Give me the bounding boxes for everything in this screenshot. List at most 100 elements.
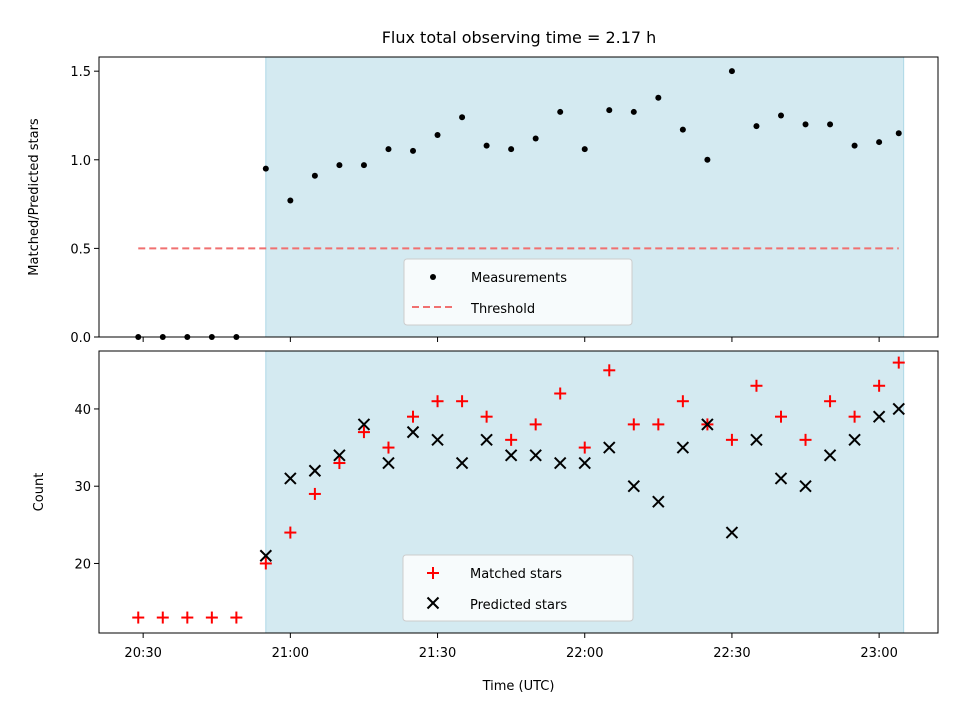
predicted-star-point bbox=[259, 549, 273, 562]
bottom-legend: Matched stars Predicted stars bbox=[402, 554, 634, 622]
legend-threshold-label: Threshold bbox=[470, 302, 535, 317]
matched-star-point bbox=[259, 557, 272, 570]
predicted-star-point-b bbox=[284, 472, 297, 485]
matched-star-point bbox=[627, 418, 640, 431]
bottom-panel: 20 30 40 20:30 21:00 21:30 22:00 22:30 23:00 Co… bbox=[32, 350, 939, 694]
predicted-star-point-b bbox=[652, 495, 665, 508]
predicted-star-point-b bbox=[308, 464, 322, 477]
x-tick-label: 22:00 bbox=[566, 646, 603, 661]
measurement-point bbox=[895, 130, 902, 137]
measurement-point bbox=[606, 107, 613, 114]
legend-predicted-glyph-b bbox=[426, 596, 440, 610]
predicted-star-point-b bbox=[627, 479, 641, 493]
predicted-star-point-b bbox=[578, 456, 591, 470]
predicted-star-point bbox=[382, 456, 395, 470]
matched-star-point bbox=[603, 364, 616, 377]
predicted-star-point bbox=[799, 479, 812, 493]
legend-predicted-glyph bbox=[426, 596, 440, 610]
x-tick-label: 21:00 bbox=[272, 646, 309, 661]
matched-star-point bbox=[873, 379, 886, 392]
top-legend-box bbox=[403, 258, 633, 326]
predicted-star-point-b bbox=[259, 549, 273, 562]
matched-star-point bbox=[357, 426, 370, 439]
predicted-star-point bbox=[357, 418, 371, 431]
predicted-star-point bbox=[872, 410, 886, 423]
matched-star-point bbox=[456, 395, 469, 408]
measurement-point bbox=[827, 121, 834, 128]
y-tick-label: 0.5 bbox=[70, 242, 91, 257]
predicted-star-point bbox=[284, 472, 297, 485]
matched-star-point bbox=[132, 611, 145, 624]
predicted-star-point bbox=[406, 425, 420, 439]
matched-star-point bbox=[578, 441, 591, 454]
predicted-star-point-b bbox=[750, 433, 763, 447]
measurement-point bbox=[262, 165, 269, 172]
matched-star-point bbox=[480, 410, 493, 423]
legend-measurements-marker bbox=[430, 274, 436, 280]
matched-star-point bbox=[407, 410, 420, 423]
predicted-star-point-b bbox=[892, 402, 905, 416]
predicted-star-point-b bbox=[603, 441, 616, 454]
predicted-star-point bbox=[578, 456, 591, 470]
top-x-ticks bbox=[142, 337, 880, 342]
measurement-point bbox=[508, 146, 515, 153]
predicted-star-point-b bbox=[774, 472, 788, 485]
predicted-star-point bbox=[603, 441, 616, 454]
bottom-x-ticks: 20:30 21:00 21:30 22:00 22:30 23:00 bbox=[124, 633, 898, 661]
predicted-star-point bbox=[529, 449, 542, 462]
chart-title: Flux total observing time = 2.17 h bbox=[382, 28, 657, 47]
predicted-star-point bbox=[504, 449, 518, 462]
x-tick-label: 22:30 bbox=[713, 646, 750, 661]
predicted-star-point-b bbox=[676, 441, 690, 454]
predicted-star-point-b bbox=[504, 449, 518, 462]
measurement-point bbox=[459, 114, 466, 121]
measurement-point bbox=[311, 172, 318, 179]
predicted-star-point-b bbox=[799, 479, 812, 493]
matched-star-point bbox=[529, 418, 542, 431]
matched-star-point bbox=[156, 611, 169, 624]
predicted-star-point bbox=[431, 433, 444, 447]
matched-star-point bbox=[431, 395, 444, 408]
predicted-star-point bbox=[553, 456, 567, 470]
legend-matched-glyph bbox=[427, 567, 439, 579]
measurement-point bbox=[581, 146, 588, 153]
measurement-point bbox=[557, 108, 564, 115]
predicted-star-point-b bbox=[455, 456, 469, 470]
matched-star-point bbox=[505, 433, 518, 446]
predicted-star-point bbox=[627, 479, 641, 493]
matched-star-point bbox=[676, 395, 689, 408]
predicted-star-point-b bbox=[333, 449, 346, 462]
measurement-point bbox=[410, 147, 417, 154]
legend-matched-label: Matched stars bbox=[470, 567, 562, 582]
top-y-axis-label: Matched/Predicted stars bbox=[27, 118, 42, 276]
matched-star-point bbox=[750, 379, 763, 392]
predicted-star-point-b bbox=[848, 433, 861, 447]
matched-star-point bbox=[181, 611, 194, 624]
measurement-point bbox=[802, 121, 809, 128]
measurement-point bbox=[360, 162, 367, 169]
y-tick-label: 1.0 bbox=[70, 154, 91, 169]
measurement-point bbox=[532, 135, 539, 142]
y-tick-label: 20 bbox=[74, 557, 91, 572]
predicted-star-point-b bbox=[406, 425, 420, 439]
predicted-star-point bbox=[455, 456, 469, 470]
measurement-point bbox=[777, 112, 784, 119]
predicted-star-point bbox=[774, 472, 788, 485]
predicted-star-point bbox=[823, 449, 837, 462]
predicted-star-point bbox=[848, 433, 861, 447]
y-tick-label: 0.0 bbox=[70, 331, 91, 346]
measurement-point bbox=[876, 139, 883, 146]
matched-star-point bbox=[382, 441, 395, 454]
matched-star-point bbox=[308, 487, 321, 500]
predicted-star-point-b bbox=[872, 410, 886, 423]
top-legend: Measurements Threshold bbox=[403, 258, 633, 326]
measurement-point bbox=[483, 142, 490, 149]
y-tick-label: 40 bbox=[74, 403, 91, 418]
measurement-point bbox=[704, 156, 711, 163]
measurement-point bbox=[385, 146, 392, 153]
top-y-ticks: 0.0 0.5 1.0 1.5 bbox=[70, 65, 99, 346]
x-tick-label: 21:30 bbox=[419, 646, 456, 661]
legend-measurements-label: Measurements bbox=[471, 271, 567, 286]
matched-star-point bbox=[554, 387, 567, 400]
